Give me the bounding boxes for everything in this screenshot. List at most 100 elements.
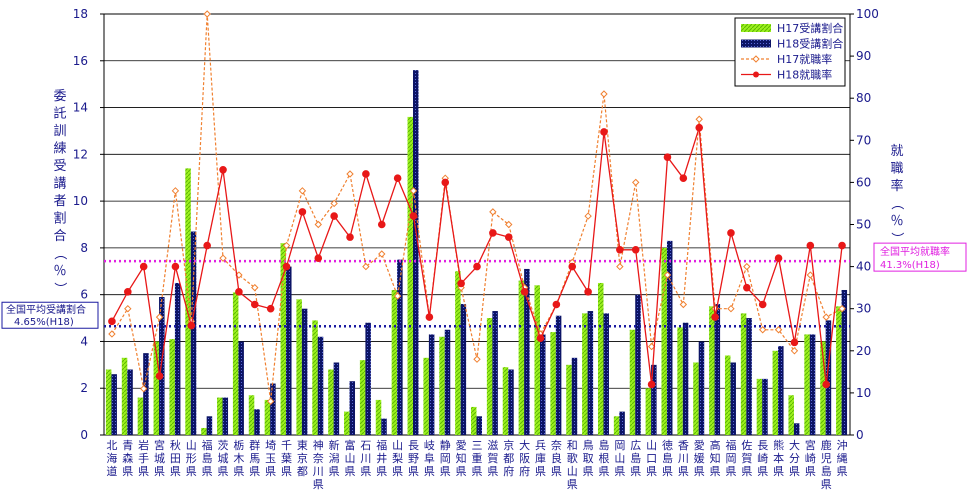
bar bbox=[296, 299, 302, 435]
x-category-label-char: 青 bbox=[122, 439, 133, 452]
bar bbox=[413, 70, 419, 435]
x-category-label-char: 県 bbox=[154, 465, 165, 478]
x-category-label-char: 県 bbox=[281, 465, 292, 478]
x-category-label-char: 県 bbox=[376, 465, 387, 478]
line-marker bbox=[298, 187, 307, 195]
x-category-label-char: 群 bbox=[249, 438, 260, 452]
y-left-axis-title-char: 受 bbox=[53, 159, 66, 174]
line-marker bbox=[393, 292, 402, 300]
line-marker bbox=[425, 313, 434, 321]
x-category-label-char: 知 bbox=[456, 451, 467, 465]
y-left-tick-label: 12 bbox=[73, 147, 88, 161]
line-marker bbox=[838, 241, 846, 250]
x-category-label-char: 県 bbox=[710, 465, 721, 478]
x-category-label-char: 口 bbox=[646, 452, 657, 465]
x-category-label-char: 知 bbox=[710, 451, 721, 465]
bar bbox=[582, 313, 588, 435]
x-category-label-char: 県 bbox=[472, 465, 483, 478]
line-marker bbox=[790, 347, 799, 355]
y-left-axis-title-char: 託 bbox=[53, 106, 66, 122]
bar bbox=[566, 364, 572, 435]
x-category-label-char: 石 bbox=[360, 439, 371, 452]
y-left-tick-label: 4 bbox=[80, 334, 88, 348]
x-category-label-char: 岡 bbox=[725, 452, 736, 465]
x-category-label-char: 広 bbox=[630, 439, 641, 452]
y-left-tick-label: 16 bbox=[73, 54, 88, 68]
x-category-label-char: 千 bbox=[281, 439, 292, 452]
x-category-label-char: 道 bbox=[106, 464, 117, 478]
y-left-axis-title-char: 割 bbox=[53, 211, 66, 227]
line-marker bbox=[457, 279, 465, 288]
line-marker bbox=[647, 342, 656, 351]
y-right-tick-label: 70 bbox=[856, 133, 871, 147]
bar bbox=[756, 378, 763, 435]
line-marker bbox=[235, 288, 243, 296]
bar bbox=[391, 289, 398, 435]
x-category-label-char: 県 bbox=[567, 478, 578, 491]
line-marker bbox=[139, 262, 148, 271]
bar bbox=[232, 292, 239, 435]
x-category-label-char: 宮 bbox=[154, 438, 165, 452]
line-marker bbox=[679, 300, 688, 309]
x-category-label-char: 県 bbox=[741, 465, 752, 478]
x-category-label-char: 北 bbox=[106, 439, 117, 452]
x-category-label-char: 山 bbox=[646, 439, 657, 452]
line-marker bbox=[314, 220, 322, 229]
x-category-label-char: 海 bbox=[106, 451, 117, 465]
line-marker bbox=[584, 212, 592, 220]
line-marker bbox=[727, 229, 735, 237]
x-category-label-char: 栃 bbox=[233, 438, 244, 452]
bar bbox=[698, 341, 705, 435]
line-marker bbox=[663, 153, 672, 161]
x-category-label-char: 島 bbox=[630, 451, 641, 465]
y-left-tick-label: 6 bbox=[80, 288, 88, 302]
x-category-label-char: 県 bbox=[551, 465, 562, 478]
line-marker bbox=[171, 187, 180, 195]
bar bbox=[317, 336, 324, 435]
reference-callout: 全国平均就職率 41.3%(H18) bbox=[873, 242, 967, 272]
bar bbox=[793, 423, 800, 435]
line-marker bbox=[758, 300, 767, 309]
line-marker bbox=[378, 250, 386, 258]
line-marker bbox=[346, 170, 354, 178]
y-right-axis-title-char: 就 bbox=[890, 144, 903, 159]
x-category-label-char: 京 bbox=[297, 451, 308, 465]
y-left-axis-title-char: ％ bbox=[53, 264, 66, 279]
y-right-tick-label: 40 bbox=[856, 260, 871, 274]
x-category-label-char: 山 bbox=[567, 465, 578, 478]
x-category-label-char: 阜 bbox=[424, 452, 435, 465]
bar bbox=[185, 168, 191, 435]
y-right-axis-title-char: （ bbox=[889, 197, 904, 210]
bar bbox=[460, 304, 467, 435]
bar bbox=[143, 353, 149, 435]
line-marker bbox=[743, 262, 751, 271]
bar bbox=[344, 411, 350, 435]
x-category-label-char: 根 bbox=[598, 451, 609, 465]
bar bbox=[524, 268, 530, 435]
y-right-axis-title-char: ％ bbox=[890, 214, 903, 229]
bar bbox=[264, 399, 271, 435]
y-right-tick-label: 0 bbox=[856, 428, 864, 442]
line-marker bbox=[568, 262, 577, 271]
x-category-label-char: 県 bbox=[598, 465, 609, 478]
bar bbox=[677, 327, 683, 435]
bar bbox=[746, 318, 752, 435]
bar bbox=[471, 406, 477, 435]
legend-label: H18就職率 bbox=[777, 68, 832, 82]
x-category-label-char: 城 bbox=[154, 452, 165, 465]
x-category-label-char: 奈 bbox=[551, 438, 562, 452]
line-marker bbox=[695, 123, 704, 132]
line-marker bbox=[266, 397, 275, 406]
line-marker bbox=[346, 233, 354, 241]
line-marker bbox=[679, 174, 688, 182]
y-right-tick-label: 10 bbox=[856, 386, 871, 400]
bar bbox=[619, 411, 625, 435]
bar bbox=[550, 332, 556, 435]
y-left-tick-label: 0 bbox=[80, 428, 88, 442]
bar bbox=[841, 289, 848, 435]
x-category-label-char: 秋 bbox=[170, 438, 181, 452]
x-category-label-char: 賀 bbox=[741, 452, 752, 465]
y-left-tick-label: 2 bbox=[80, 381, 88, 395]
bar bbox=[555, 315, 562, 435]
